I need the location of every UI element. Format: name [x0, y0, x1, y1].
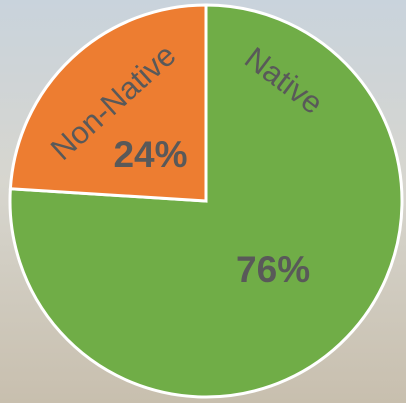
chart: Native76%Non-Native24%: [0, 0, 406, 403]
value-label: 24%: [113, 134, 187, 175]
value-label: 76%: [236, 249, 310, 290]
